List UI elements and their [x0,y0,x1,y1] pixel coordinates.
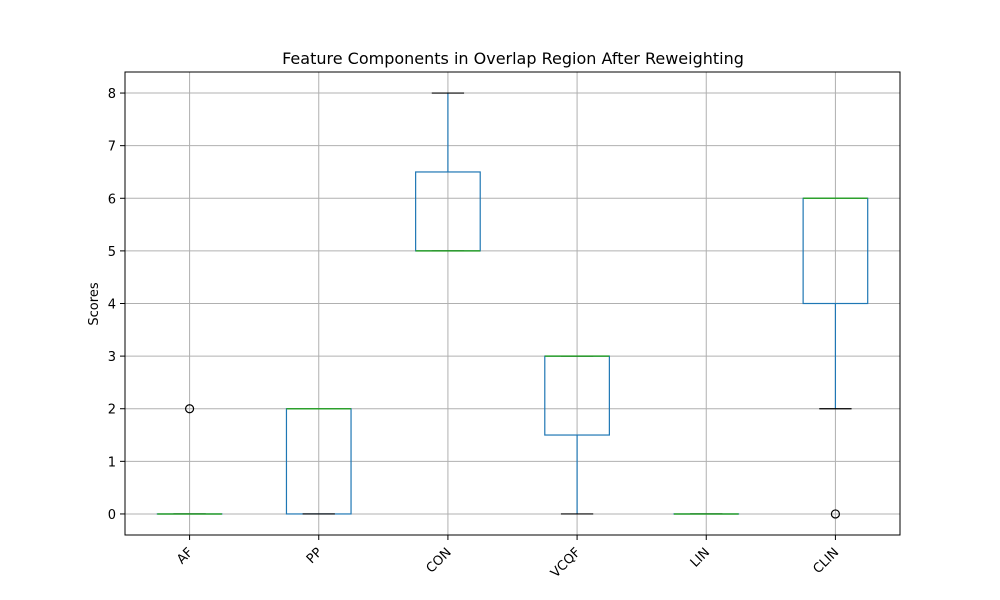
y-tick-label: 7 [108,140,116,155]
box-group-con [415,92,481,252]
y-tick-label: 3 [108,350,116,365]
box-group-vcqf [544,355,610,515]
outlier-point [184,404,195,414]
box-group-clin [802,197,869,519]
box-group-pp [285,407,352,515]
y-tick-label: 8 [108,87,116,102]
y-axis-label: Scores [87,282,102,325]
box-group-af [156,404,223,515]
x-tick-label: VCQF [548,545,584,581]
marks-layer [156,92,869,519]
y-tick-label: 6 [108,192,116,207]
chart-title: Feature Components in Overlap Region Aft… [282,49,744,68]
x-tick-label: CLIN [811,545,843,577]
x-tick-label: PP [304,545,326,567]
y-tick-label: 4 [108,298,116,313]
y-tick-label: 5 [108,245,116,260]
y-tick-label: 0 [108,508,116,523]
y-tick-label: 2 [108,403,116,418]
outlier-point [830,509,841,519]
x-tick-label: LIN [688,545,713,570]
ticks-layer: 0 1 2 3 4 5 6 7 8 AF PP CON VCQF LIN CLIN [108,87,843,581]
x-tick-label: CON [424,545,455,576]
grid-layer [125,72,900,535]
y-tick-label: 1 [108,455,116,470]
x-tick-label: AF [174,545,196,567]
